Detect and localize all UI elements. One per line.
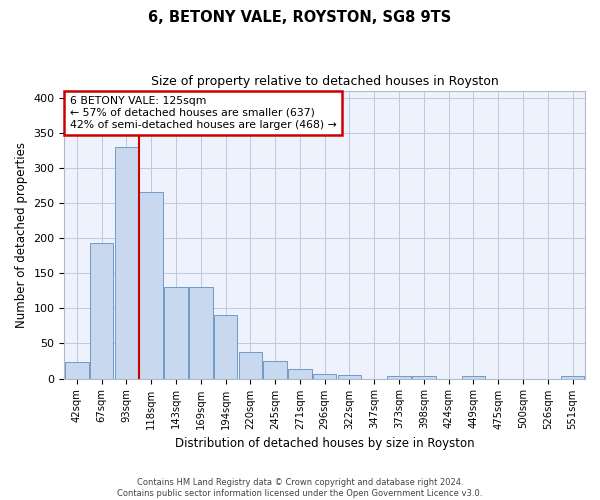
Bar (461, 376, 485, 378)
Bar (412, 376, 436, 378)
Bar (164, 287, 188, 378)
Bar (65, 362, 89, 378)
Title: Size of property relative to detached houses in Royston: Size of property relative to detached ho… (151, 75, 499, 88)
Bar (338, 375, 361, 378)
Bar (561, 376, 584, 378)
Bar (214, 316, 238, 378)
Bar (115, 147, 138, 378)
Bar (288, 368, 311, 378)
Bar (387, 376, 411, 378)
Bar (263, 361, 287, 378)
Text: 6 BETONY VALE: 125sqm
← 57% of detached houses are smaller (637)
42% of semi-det: 6 BETONY VALE: 125sqm ← 57% of detached … (70, 96, 337, 130)
Bar (189, 287, 212, 378)
Bar (139, 192, 163, 378)
Bar (90, 243, 113, 378)
X-axis label: Distribution of detached houses by size in Royston: Distribution of detached houses by size … (175, 437, 475, 450)
Text: Contains HM Land Registry data © Crown copyright and database right 2024.
Contai: Contains HM Land Registry data © Crown c… (118, 478, 482, 498)
Text: 6, BETONY VALE, ROYSTON, SG8 9TS: 6, BETONY VALE, ROYSTON, SG8 9TS (148, 10, 452, 25)
Bar (313, 374, 337, 378)
Bar (239, 352, 262, 378)
Y-axis label: Number of detached properties: Number of detached properties (15, 142, 28, 328)
